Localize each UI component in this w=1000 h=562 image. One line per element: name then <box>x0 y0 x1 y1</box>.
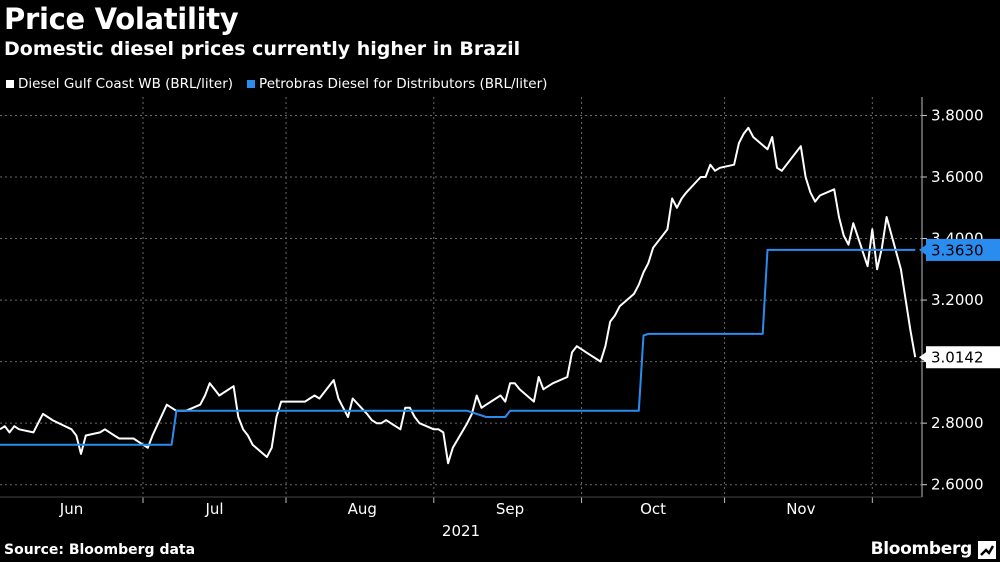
legend-label: Petrobras Diesel for Distributors (BRL/l… <box>259 76 548 92</box>
legend-label: Diesel Gulf Coast WB (BRL/liter) <box>18 76 234 92</box>
bloomberg-logo-icon <box>978 541 996 559</box>
badge-pointer <box>919 352 926 363</box>
y-tick-label: 2.6000 <box>931 476 984 494</box>
legend-item-gulf-coast: Diesel Gulf Coast WB (BRL/liter) <box>6 76 233 92</box>
x-tick-label: Jul <box>204 500 223 518</box>
source-note: Source: Bloomberg data <box>4 542 196 558</box>
x-tick-label: Sep <box>496 500 524 518</box>
x-tick-label: Nov <box>786 500 815 518</box>
last-value-label: 3.3630 <box>931 241 984 259</box>
last-value-badge <box>926 238 1000 261</box>
badge-pointer <box>919 244 926 255</box>
y-tick-label: 3.6000 <box>931 168 984 186</box>
gridlines <box>0 97 922 497</box>
legend-swatch-blue-icon <box>247 80 256 88</box>
legend: Diesel Gulf Coast WB (BRL/liter) Petrobr… <box>6 76 561 92</box>
gulf-coast-diesel-line <box>0 126 917 465</box>
last-value-badge <box>926 346 1000 369</box>
brand-logo: Bloomberg <box>870 539 973 559</box>
axes: 2.60002.80003.00003.20003.40003.60003.80… <box>0 97 984 540</box>
chart-subtitle: Domestic diesel prices currently higher … <box>4 38 521 60</box>
legend-swatch-white-icon <box>6 80 14 88</box>
series-lines <box>0 126 917 465</box>
petrobras-diesel-line <box>0 248 916 446</box>
last-value-label: 3.0142 <box>931 349 984 367</box>
last-value-badges: 3.0142 3.3630 <box>919 238 1000 369</box>
y-tick-label: 2.8000 <box>931 414 984 432</box>
chart-title: Price Volatility <box>4 2 239 36</box>
y-tick-label: 3.8000 <box>931 106 984 124</box>
x-axis-year-label: 2021 <box>442 522 480 540</box>
x-tick-label: Oct <box>640 500 666 518</box>
legend-item-petrobras: Petrobras Diesel for Distributors (BRL/l… <box>247 76 547 92</box>
y-tick-label: 3.2000 <box>931 291 984 309</box>
x-tick-label: Aug <box>348 500 377 518</box>
x-tick-label: Jun <box>59 500 83 518</box>
